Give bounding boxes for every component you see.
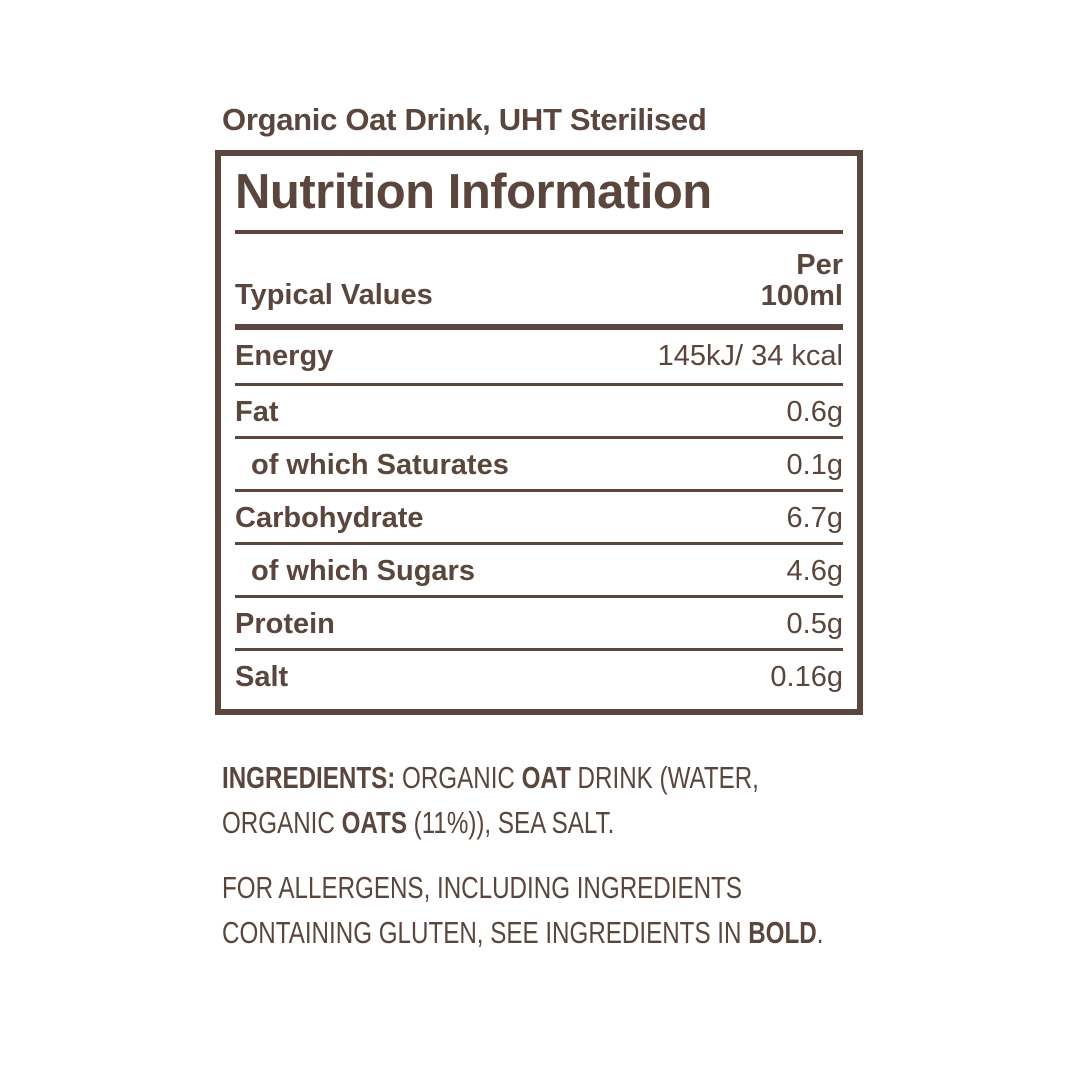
nutrition-rows: Energy 145kJ/ 34 kcal Fat 0.6g of which … (235, 330, 843, 709)
nutrient-value: 0.6g (786, 396, 843, 428)
nutrition-table: Nutrition Information Typical Values Per… (215, 150, 863, 715)
nutrient-value: 0.5g (786, 608, 843, 640)
nutrient-value: 6.7g (786, 502, 843, 534)
ingredients-text: INGREDIENTS: ORGANIC OAT DRINK (WATER, OR… (222, 760, 759, 840)
nutrient-label: Fat (235, 396, 279, 428)
label-content: Organic Oat Drink, UHT Sterilised Nutrit… (215, 102, 863, 955)
nutrient-value: 4.6g (786, 555, 843, 587)
nutrient-label: Carbohydrate (235, 502, 424, 534)
table-row: Fat 0.6g (235, 383, 843, 436)
nutrient-label: Salt (235, 661, 289, 693)
nutrient-label: of which Saturates (251, 449, 509, 481)
table-row: Energy 145kJ/ 34 kcal (235, 330, 843, 383)
allergen-text: FOR ALLERGENS, INCLUDING INGREDIENTS CONT… (222, 870, 824, 950)
typical-values-label: Typical Values (235, 279, 433, 311)
nutrient-value: 0.1g (786, 449, 843, 481)
table-row: Carbohydrate 6.7g (235, 489, 843, 542)
per-label: Per (796, 249, 843, 281)
nutrition-table-title: Nutrition Information (235, 156, 843, 234)
product-title: Organic Oat Drink, UHT Sterilised (222, 102, 707, 137)
nutrient-label: of which Sugars (251, 555, 475, 587)
nutrition-table-inner: Nutrition Information Typical Values Per… (235, 156, 843, 709)
per-100ml-column-header: Per 100ml (761, 250, 843, 312)
table-row: of which Saturates 0.1g (235, 436, 843, 489)
table-row: of which Sugars 4.6g (235, 542, 843, 595)
nutrient-value: 145kJ/ 34 kcal (657, 340, 843, 372)
table-row: Protein 0.5g (235, 595, 843, 648)
table-row: Salt 0.16g (235, 648, 843, 701)
nutrient-label: Energy (235, 340, 334, 372)
nutrient-value: 0.16g (770, 661, 843, 693)
nutrition-header-row: Typical Values Per 100ml (235, 234, 843, 330)
per-amount-label: 100ml (760, 280, 843, 312)
nutrient-label: Protein (235, 608, 335, 640)
